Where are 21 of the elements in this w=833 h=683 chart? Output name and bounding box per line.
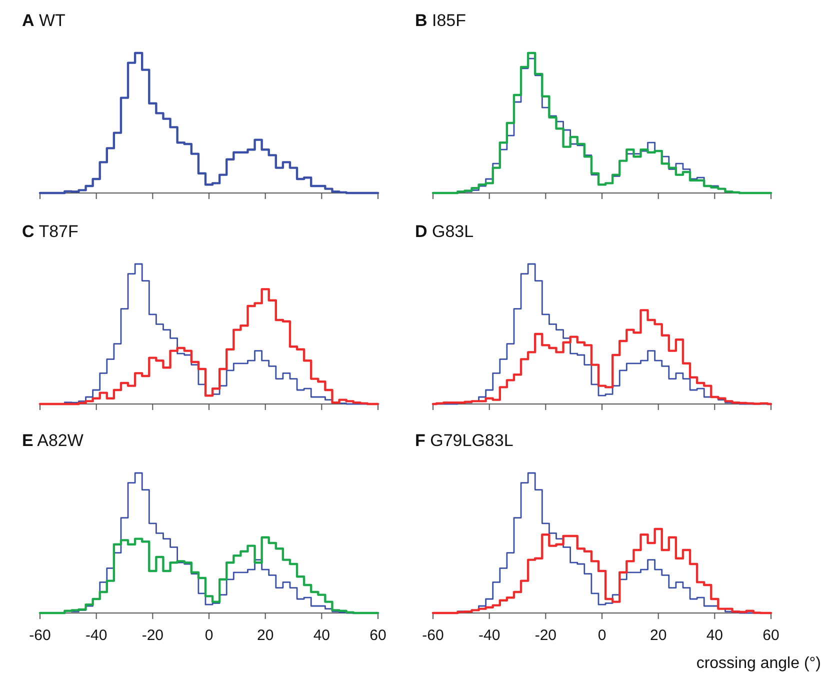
x-tick-label: -60 xyxy=(29,627,51,644)
chart-title: D G83L xyxy=(415,222,474,241)
x-tick-label: -40 xyxy=(478,627,500,644)
chart-title: A WT xyxy=(22,11,66,30)
x-tick-label: -40 xyxy=(85,627,108,644)
chart-title: E A82W xyxy=(22,431,84,450)
x-tick-label: 20 xyxy=(256,627,274,644)
chart-title: B I85F xyxy=(415,11,466,30)
x-tick-label: 0 xyxy=(598,627,606,644)
x-tick-label: 40 xyxy=(706,627,724,644)
chart-title: C T87F xyxy=(22,222,78,241)
x-tick-label: 60 xyxy=(762,627,780,644)
x-tick-label: 0 xyxy=(204,627,214,644)
x-tick-label: -20 xyxy=(534,627,557,644)
x-tick-label: -60 xyxy=(422,627,444,644)
x-tick-label: 60 xyxy=(370,627,386,644)
x-tick-label: 20 xyxy=(650,627,667,644)
chart-title: F G79LG83L xyxy=(415,431,514,450)
x-axis-title: crossing angle (°) xyxy=(696,655,821,672)
x-tick-label: 40 xyxy=(313,627,330,644)
x-tick-label: -20 xyxy=(142,627,164,644)
